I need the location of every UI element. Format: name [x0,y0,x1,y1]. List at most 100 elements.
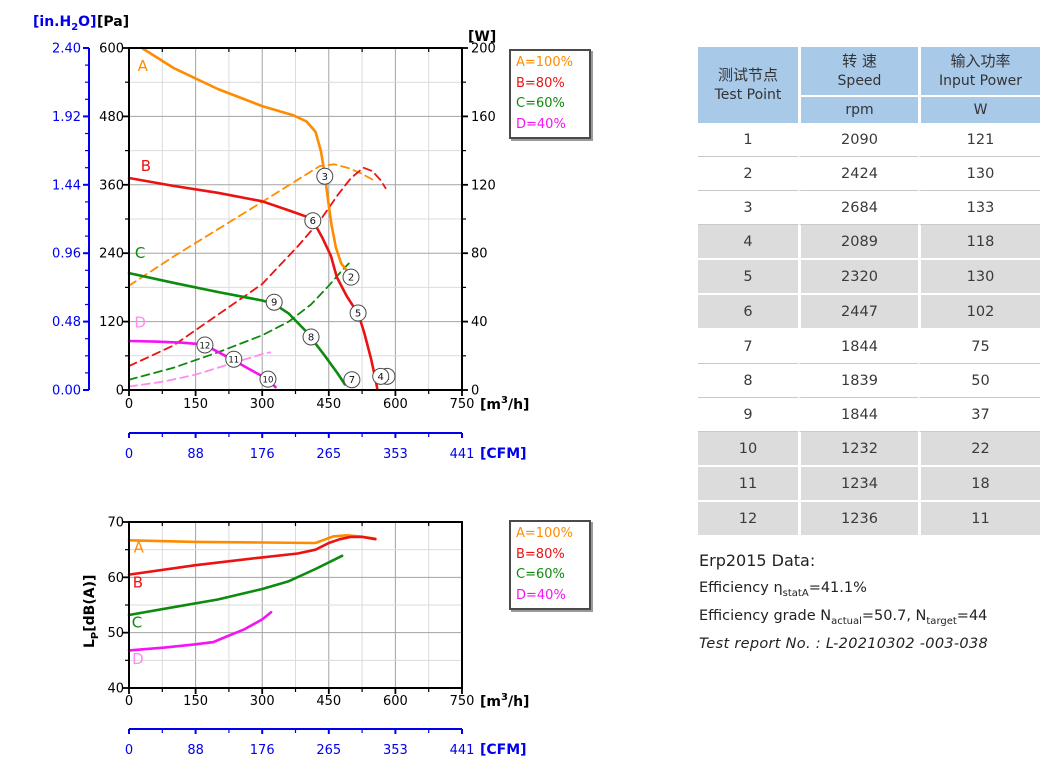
svg-text:A: A [138,57,149,75]
table-row: 5 2320 130 [698,260,1040,295]
svg-text:0: 0 [125,447,133,462]
table-row: 9 1844 37 [698,398,1040,432]
svg-text:265: 265 [316,447,341,462]
svg-text:240: 240 [99,247,124,262]
curve-C-pressure [127,271,347,386]
cell-speed: 1844 [798,330,918,364]
svg-text:0.00: 0.00 [52,384,81,399]
svg-text:4: 4 [378,372,384,383]
svg-text:353: 353 [383,743,408,758]
svg-text:40: 40 [471,315,488,330]
legend-noise-chart: A=100% B=80% C=60% D=40% [509,520,591,610]
svg-text:300: 300 [250,694,275,709]
cell-speed: 1234 [798,467,918,502]
cell-speed: 1839 [798,364,918,398]
cell-speed: 2090 [798,123,918,157]
svg-text:6: 6 [310,216,316,227]
grid-lines [129,48,462,688]
svg-text:150: 150 [183,397,208,412]
erp-grade-sub-actual: actual [831,615,862,627]
test-point-11: 11 [225,350,243,368]
inh2o-axis: 0.00 0.48 0.96 1.44 1.92 2.40 [52,42,90,399]
cell-test-point: 7 [698,330,798,364]
table-row: 10 1232 22 [698,432,1040,467]
legend-item-B: B=80% [516,75,565,91]
svg-text:2: 2 [348,273,354,284]
svg-text:353: 353 [383,447,408,462]
cell-test-point: 3 [698,191,798,225]
curve-C-noise [127,554,344,617]
svg-text:88: 88 [187,447,204,462]
svg-text:200: 200 [471,42,496,57]
svg-text:B: B [141,157,151,175]
test-point-10: 10 [259,370,277,388]
test-point-4: 4 [372,367,390,385]
cell-input-power: 18 [918,467,1040,502]
svg-text:750: 750 [450,397,475,412]
test-point-table: 测试节点 Test Point 转 速 Speed 输入功率 Input Power rpm… [698,47,1040,535]
col-header-test-point: 测试节点 Test Point [698,47,798,123]
curve-A-power [128,163,377,287]
test-point-markers: 362514987121110 [196,167,396,389]
cell-test-point: 9 [698,398,798,432]
table-row: 11 1234 18 [698,467,1040,502]
svg-text:5: 5 [355,309,361,320]
legend-item-C: C=60% [516,567,565,582]
svg-text:C: C [132,614,142,632]
svg-text:8: 8 [308,332,314,343]
table-row: 4 2089 118 [698,225,1040,260]
svg-text:88: 88 [187,743,204,758]
svg-text:450: 450 [316,694,341,709]
col-unit-w: W [918,95,1040,123]
erp-eff-subscript: statA [782,587,809,599]
svg-text:[CFM]: [CFM] [480,446,527,462]
cell-input-power: 130 [918,157,1040,191]
curve-B-pressure [127,176,379,390]
col-unit-rpm: rpm [798,95,918,123]
noise-curves [127,534,377,652]
cell-input-power: 102 [918,295,1040,330]
svg-text:B: B [133,573,143,591]
cell-input-power: 11 [918,502,1040,535]
erp-eff-value: =41.1% [808,580,867,596]
cfm-axis: 0 88 176 265 353 441 [125,728,474,758]
svg-text:9: 9 [271,298,277,309]
svg-text:160: 160 [471,110,496,125]
svg-text:0: 0 [125,743,133,758]
svg-text:LP[dB(A)]: LP[dB(A)] [82,575,101,648]
col-header-input-power: 输入功率 Input Power [918,47,1040,95]
cell-speed: 1232 [798,432,918,467]
cell-test-point: 12 [698,502,798,535]
table-row: 6 2447 102 [698,295,1040,330]
legend-item-C: C=60% [516,96,565,111]
test-point-6: 6 [304,212,322,230]
curve-D-noise [127,610,273,652]
cell-input-power: 75 [918,330,1040,364]
cell-test-point: 4 [698,225,798,260]
erp-data-block: Erp2015 Data: Efficiency ηstatA=41.1% Ef… [699,551,1059,652]
svg-text:[Pa]: [Pa] [97,14,129,30]
svg-text:D: D [134,313,146,331]
erp-grade-line: Efficiency grade Nactual=50.7, Ntarget=4… [699,608,1059,627]
cell-speed: 2424 [798,157,918,191]
test-data-table: 测试节点 Test Point 转 速 Speed 输入功率 Input Power rpm… [698,47,1040,535]
table-row: 8 1839 50 [698,364,1040,398]
svg-text:[m3/h]: [m3/h] [480,395,529,413]
cell-input-power: 118 [918,225,1040,260]
cell-test-point: 11 [698,467,798,502]
col-header-speed: 转 速 Speed [798,47,918,95]
table-row: 12 1236 11 [698,502,1040,535]
svg-text:300: 300 [250,397,275,412]
cell-speed: 1844 [798,398,918,432]
erp-title: Erp2015 Data: [699,551,816,570]
svg-text:0: 0 [125,694,133,709]
cell-speed: 2447 [798,295,918,330]
cell-test-point: 8 [698,364,798,398]
legend-item-A: A=100% [516,55,573,70]
svg-text:600: 600 [99,42,124,57]
svg-text:1.92: 1.92 [52,110,81,125]
svg-text:120: 120 [471,178,496,193]
svg-text:80: 80 [471,247,488,262]
